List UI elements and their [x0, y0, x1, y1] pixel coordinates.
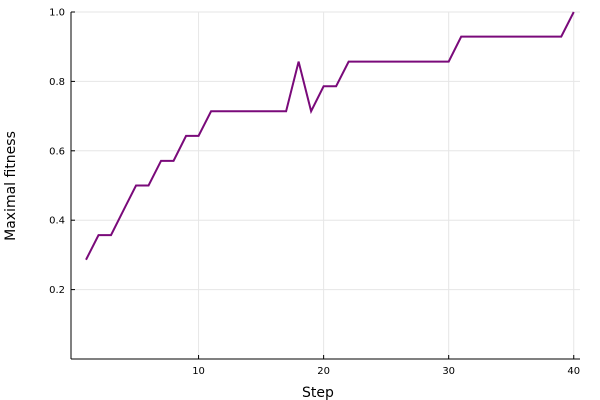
x-tick-label-20: 20	[317, 366, 330, 377]
y-tick-label-1: 1.0	[49, 8, 65, 19]
y-tick-label-0-6: 0.6	[49, 146, 65, 157]
series-line-0	[85, 11, 575, 261]
x-tick-label-40: 40	[567, 366, 580, 377]
x-tick-label-10: 10	[192, 366, 205, 377]
y-tick-label-0-2: 0.2	[49, 285, 65, 296]
y-tick-label-0-4: 0.4	[49, 216, 65, 227]
x-tick-label-30: 30	[442, 366, 455, 377]
tick-labels: 10 20 30 40 0.2 0.4 0.6 0.8 1.0	[49, 8, 580, 378]
y-tick-label-0-8: 0.8	[49, 77, 65, 88]
axes	[70, 11, 580, 360]
series-layer	[85, 11, 575, 261]
x-axis-label: Step	[302, 385, 334, 400]
y-axis-label: Maximal fitness	[3, 131, 19, 241]
grid-lines	[71, 11, 580, 359]
